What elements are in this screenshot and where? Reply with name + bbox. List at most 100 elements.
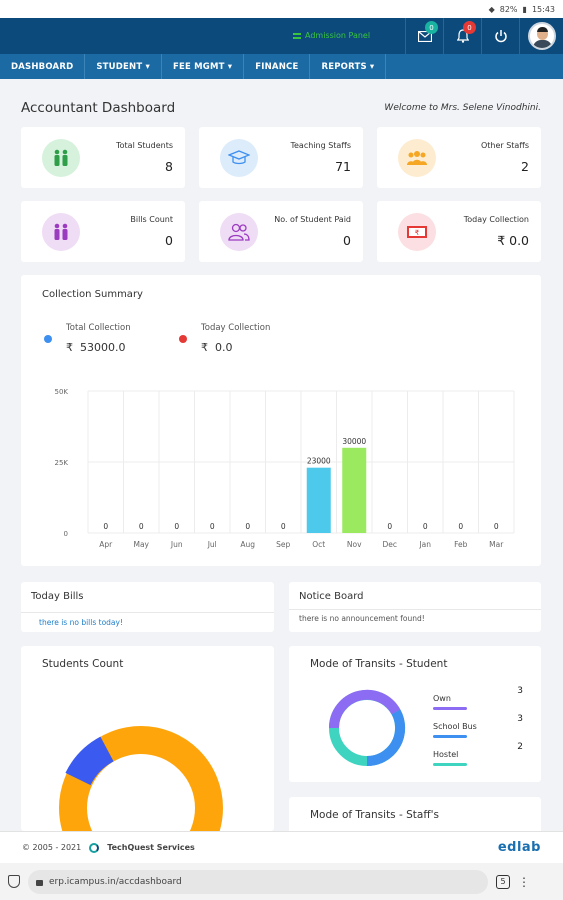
today-bills-empty: there is no bills today! (39, 618, 123, 627)
stat-value: 2 (521, 159, 529, 174)
data-label: 0 (174, 522, 179, 531)
x-tick-label: Sep (276, 540, 290, 549)
stat-value: 8 (165, 159, 173, 174)
nav-student[interactable]: STUDENT ▾ (85, 54, 162, 79)
data-label: 0 (387, 522, 392, 531)
students-count-title: Students Count (42, 658, 124, 670)
stat-value: 0 (165, 233, 173, 248)
stat-icon-bg (220, 213, 258, 251)
wifi-icon: ◆ (488, 4, 495, 14)
stat-total-students: Total Students 8 (21, 127, 185, 188)
x-tick-label: Apr (99, 540, 113, 549)
stat-student-paid: No. of Student Paid 0 (199, 201, 363, 262)
transit-legend-item: Hostel 2 (433, 742, 523, 766)
more-menu-icon[interactable]: ⋮ (518, 874, 530, 889)
students-count-donut (59, 726, 223, 831)
people-icon (54, 223, 68, 240)
shield-icon[interactable] (8, 875, 20, 888)
today-bills-title: Today Bills (31, 591, 84, 602)
nav-dashboard[interactable]: DASHBOARD (0, 54, 86, 79)
donut-segment (65, 736, 115, 786)
transit-value: 2 (517, 742, 523, 752)
data-label: 0 (458, 522, 463, 531)
today-bills-card: Today Bills there is no bills today! (21, 582, 274, 632)
x-tick-label: Jul (207, 540, 217, 549)
tabs-button[interactable]: 5 (496, 874, 510, 889)
battery-level: 82% (499, 4, 518, 14)
y-tick-label: 50K (55, 388, 69, 396)
legend-bar (433, 707, 467, 710)
status-bar: ◆ 82% ▮ 15:43 (0, 0, 563, 18)
legend-bar (433, 735, 467, 738)
company-logo-icon (89, 842, 100, 853)
transit-legend-item: School Bus 3 (433, 714, 523, 738)
collection-bar-chart: 0 25K 50K 0 Apr 0 May 0 Jun 0 Jul 0 Aug 0 Sep 23000 Oct 3… (55, 388, 515, 549)
stat-teaching-staffs: Teaching Staffs 71 (199, 127, 363, 188)
collection-summary-card: Collection Summary Total Collection ₹ 53… (21, 275, 541, 566)
today-collection-label: Today Collection (201, 323, 271, 333)
list-icon (293, 32, 301, 39)
data-label: 30000 (342, 437, 366, 446)
stat-bills-count: Bills Count 0 (21, 201, 185, 262)
x-tick-label: Nov (347, 540, 362, 549)
bell-badge: 0 (463, 21, 476, 34)
profile-button[interactable] (519, 18, 563, 54)
currency-symbol: ₹ (201, 341, 208, 354)
battery-icon: ▮ (522, 4, 527, 14)
x-tick-label: Jan (418, 540, 431, 549)
users-outline-icon (228, 223, 250, 241)
data-label: 0 (494, 522, 499, 531)
x-tick-label: May (133, 540, 149, 549)
total-collection-value: 53000.0 (80, 341, 126, 354)
transit-student-title: Mode of Transits - Student (310, 658, 448, 670)
stat-today-collection: ₹ Today Collection ₹ 0.0 (377, 201, 541, 262)
transit-label: Hostel (433, 750, 459, 759)
transit-student-card: Mode of Transits - Student Own 3 School … (289, 646, 541, 782)
data-label: 23000 (307, 457, 331, 466)
data-label: 0 (245, 522, 250, 531)
nav-reports[interactable]: REPORTS ▾ (310, 54, 387, 79)
transit-staff-title: Mode of Transits - Staff's (310, 809, 439, 821)
total-collection-label: Total Collection (66, 323, 131, 333)
brand-logo: edlab (497, 840, 541, 855)
x-tick-label: Feb (454, 540, 468, 549)
students-icon (54, 149, 68, 166)
transit-staff-card: Mode of Transits - Staff's (289, 797, 541, 837)
footer-left: © 2005 - 2021 TechQuest Services (22, 842, 195, 853)
total-collection-dot (44, 335, 52, 343)
today-collection-value: 0.0 (215, 341, 233, 354)
company-name: TechQuest Services (107, 843, 195, 852)
address-bar[interactable]: erp.icampus.in/accdashboard (28, 869, 488, 894)
mail-button[interactable]: 0 (405, 18, 443, 54)
notifications-button[interactable]: 0 (443, 18, 481, 54)
browser-bar: erp.icampus.in/accdashboard 5 ⋮ (0, 863, 563, 900)
collection-title: Collection Summary (42, 289, 143, 300)
data-label: 0 (281, 522, 286, 531)
stat-value: ₹ 0.0 (497, 233, 529, 248)
stat-icon-bg (220, 139, 258, 177)
lock-icon (36, 880, 43, 886)
footer: © 2005 - 2021 TechQuest Services edlab (0, 831, 563, 863)
currency-symbol: ₹ (66, 341, 73, 354)
transit-label: School Bus (433, 722, 477, 731)
stat-label: No. of Student Paid (274, 215, 351, 224)
nav-finance[interactable]: FINANCE (244, 54, 311, 79)
chart-bar (342, 447, 367, 533)
x-tick-label: Jun (170, 540, 183, 549)
logout-button[interactable] (481, 18, 519, 54)
graduation-cap-icon (228, 150, 250, 165)
stat-icon-bg: ₹ (398, 213, 436, 251)
chart-bar (306, 467, 331, 533)
students-count-card: Students Count (21, 646, 274, 831)
x-tick-label: Oct (312, 540, 325, 549)
admission-panel-link[interactable]: Admission Panel (293, 31, 370, 40)
welcome-text: Welcome to Mrs. Selene Vinodhini. (384, 103, 541, 113)
page-title: Accountant Dashboard (21, 100, 176, 116)
stat-label: Teaching Staffs (290, 141, 351, 150)
divider (289, 609, 541, 610)
nav-fee-mgmt[interactable]: FEE MGMT ▾ (162, 54, 245, 79)
url-text: erp.icampus.in/accdashboard (49, 876, 182, 887)
notice-board-card: Notice Board there is no announcement fo… (289, 582, 541, 632)
stat-value: 71 (335, 159, 351, 174)
total-collection-value-row: ₹ 53000.0 (66, 341, 126, 354)
